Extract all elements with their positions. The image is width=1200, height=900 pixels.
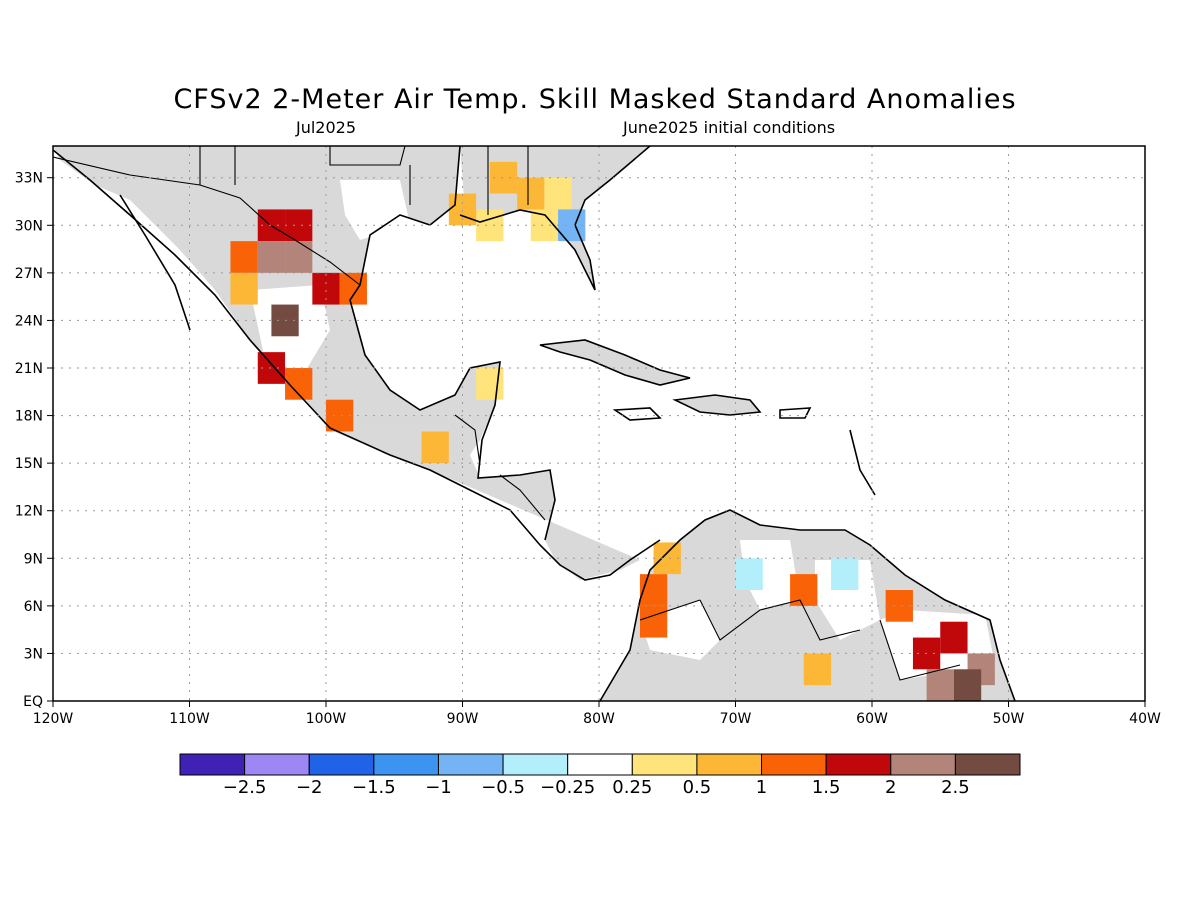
colorbar-label: 2 xyxy=(885,777,896,798)
anomaly-cell xyxy=(639,574,668,606)
anomaly-cell xyxy=(790,574,818,606)
coastlines xyxy=(53,146,1016,701)
lat-tick-label: 18N xyxy=(15,409,43,425)
longitude-axis: 120W 110W 100W 90W 80W 70W 60W 50W 40W xyxy=(33,701,1161,727)
anomaly-cell xyxy=(953,669,982,701)
colorbar-swatch xyxy=(179,753,246,776)
lat-tick-label: 27N xyxy=(15,266,43,282)
lat-tick-label: 6N xyxy=(24,599,43,615)
forecast-month: Jul2025 xyxy=(296,118,357,137)
colorbar-swatch xyxy=(954,753,1021,776)
colorbar-swatch xyxy=(244,753,310,776)
latitude-axis: EQ 3N 6N 9N 12N 15N 18N 21N 24N 27N 30N 33N xyxy=(15,171,53,710)
colorbar-label: 1 xyxy=(756,777,767,798)
anomaly-cell xyxy=(735,558,763,590)
lat-tick-label: 9N xyxy=(24,551,43,567)
lat-tick-label: EQ xyxy=(23,694,43,710)
lat-tick-label: 21N xyxy=(15,361,43,377)
lat-tick-label: 3N xyxy=(24,646,43,662)
lat-tick-label: 30N xyxy=(15,218,43,234)
colorbar-swatch xyxy=(567,753,633,776)
anomaly-cell xyxy=(885,590,913,622)
colorbar-swatch xyxy=(437,753,504,776)
anomaly-cell xyxy=(339,272,367,305)
anomaly-cell xyxy=(940,621,968,654)
anomaly-cell xyxy=(803,653,832,686)
anomaly-cell xyxy=(639,605,668,638)
anomaly-cells xyxy=(230,161,995,701)
colorbar-label: 0.5 xyxy=(683,777,712,798)
anomaly-cell xyxy=(285,241,313,273)
anomaly-cell xyxy=(476,209,504,242)
colorbar-swatch xyxy=(502,753,569,776)
graticule xyxy=(53,146,1145,701)
colorbar-label: −0.5 xyxy=(481,777,525,798)
anomaly-cell xyxy=(448,193,477,226)
lon-tick-label: 40W xyxy=(1129,711,1161,727)
colorbar-swatch xyxy=(890,753,956,776)
lon-tick-label: 80W xyxy=(583,711,615,727)
colorbar-swatch xyxy=(825,753,892,776)
colorbar-label: −0.25 xyxy=(540,777,595,798)
colorbar-label: −2.5 xyxy=(223,777,267,798)
lat-tick-label: 24N xyxy=(15,313,43,329)
anomaly-cell xyxy=(230,272,258,305)
map-title: CFSv2 2-Meter Air Temp. Skill Masked Sta… xyxy=(173,84,1017,115)
colorbar-label: 2.5 xyxy=(941,777,970,798)
lat-tick-label: 12N xyxy=(15,504,43,520)
anomaly-cell xyxy=(831,558,859,590)
colorbar-swatch xyxy=(631,753,698,776)
colorbar-label: −1.5 xyxy=(352,777,396,798)
colorbar-swatch xyxy=(761,753,827,776)
lon-tick-label: 60W xyxy=(856,711,888,727)
initial-conditions-label: June2025 initial conditions xyxy=(623,118,836,137)
lon-tick-label: 90W xyxy=(447,711,479,727)
colorbar-label: 0.25 xyxy=(612,777,652,798)
anomaly-cell xyxy=(257,241,286,273)
anomaly-cell xyxy=(653,542,681,575)
lon-tick-label: 70W xyxy=(720,711,752,727)
lon-tick-label: 120W xyxy=(33,711,74,727)
lon-tick-label: 50W xyxy=(993,711,1025,727)
anomaly-cell xyxy=(285,209,313,242)
anomaly-cell xyxy=(926,669,954,701)
lon-tick-label: 110W xyxy=(169,711,210,727)
colorbar-label: 1.5 xyxy=(812,777,841,798)
lat-tick-label: 33N xyxy=(15,171,43,187)
colorbar-swatch xyxy=(696,753,763,776)
anomaly-cell xyxy=(544,177,572,210)
colorbar-label: −2 xyxy=(296,777,323,798)
colorbar-label: −1 xyxy=(425,777,452,798)
anomaly-cell xyxy=(230,241,258,273)
lon-tick-label: 100W xyxy=(306,711,347,727)
colorbar: −2.5 −2 −1.5 −1 −0.5 −0.25 0.25 0.5 1 1.5 2 2.5 xyxy=(179,753,1021,798)
lat-tick-label: 15N xyxy=(15,456,43,472)
anomaly-cell xyxy=(326,399,354,432)
country-borders xyxy=(53,146,961,681)
anomaly-cell xyxy=(421,431,449,464)
colorbar-swatch xyxy=(308,753,375,776)
anomaly-cell xyxy=(517,177,545,210)
colorbar-swatch xyxy=(373,753,439,776)
